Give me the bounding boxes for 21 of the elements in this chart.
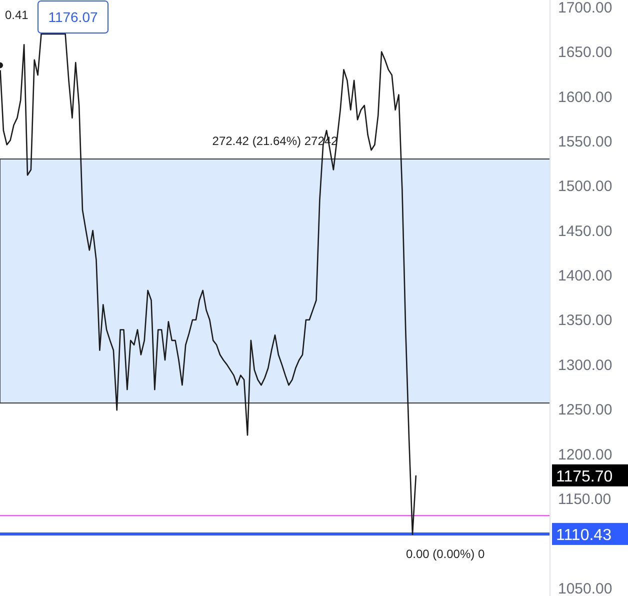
price-tag: 1110.43 <box>552 522 628 545</box>
price-tag: 1175.70 <box>552 464 628 486</box>
annotation: 0.00 (0.00%) 0 <box>406 546 485 561</box>
value-box: 1176.07 <box>38 0 108 34</box>
y-tick-label: 1300.00 <box>558 356 612 374</box>
y-tick-label: 1650.00 <box>558 44 612 62</box>
annotation: 0.41 <box>5 8 29 22</box>
y-tick-label: 1500.00 <box>558 178 612 196</box>
y-tick-label: 1400.00 <box>558 268 612 285</box>
ref-line-label: 1110.43 <box>556 526 612 544</box>
y-tick-label: 1350.00 <box>558 312 612 330</box>
y-tick-label: 1050.00 <box>558 580 612 596</box>
y-tick-label: 1550.00 <box>558 134 612 151</box>
y-tick-label: 1700.00 <box>558 0 612 16</box>
y-tick-label: 1150.00 <box>558 490 612 508</box>
y-tick-label: 1250.00 <box>558 402 612 419</box>
line-series <box>0 33 417 535</box>
annotation: 1176.07 <box>48 9 98 25</box>
y-tick-label: 1450.00 <box>558 222 612 240</box>
y-tick-label: 1200.00 <box>558 446 612 464</box>
y-tick-label: 1600.00 <box>558 88 612 106</box>
